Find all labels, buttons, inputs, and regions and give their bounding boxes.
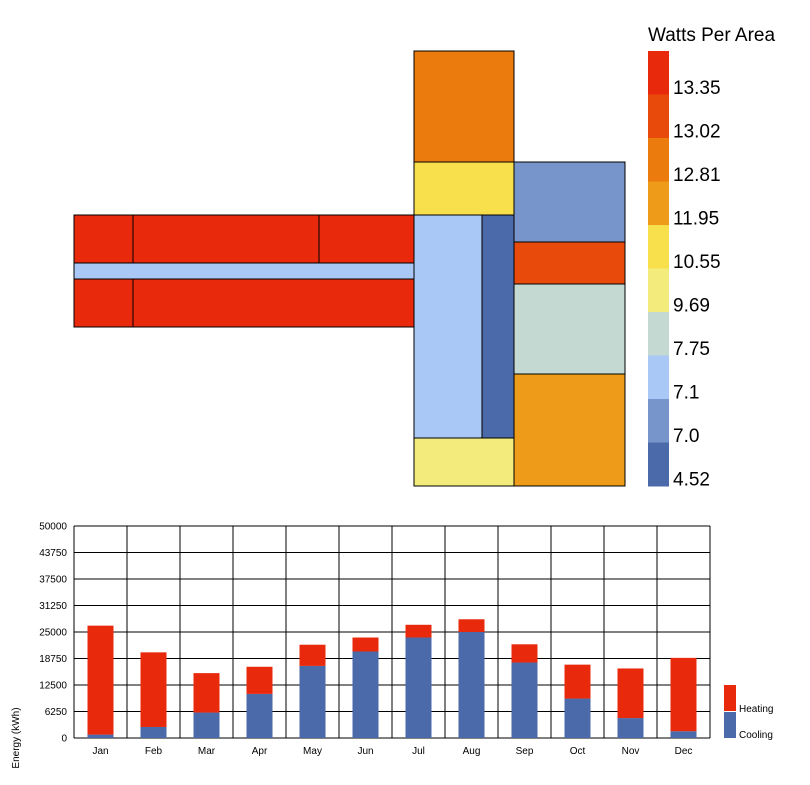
zone-east-3 (513, 283, 626, 375)
bar-cooling (193, 712, 220, 738)
x-tick-label: Sep (516, 746, 534, 757)
bar-cooling (299, 665, 326, 738)
legend-value: 13.02 (673, 122, 721, 143)
color-legend: 13.35 13.02 12.81 11.95 10.55 9.69 7.75 7.1 7.0 4… (648, 51, 721, 491)
legend-value: 9.69 (673, 296, 710, 317)
zone-north-wing (413, 50, 515, 163)
chart-bars (87, 619, 697, 738)
legend-swatch (648, 268, 669, 313)
legend-value: 12.81 (673, 165, 721, 186)
zone-west-south-2 (132, 278, 415, 328)
bar-cooling (352, 651, 379, 738)
legend-swatch (648, 442, 669, 487)
y-tick-label: 6250 (45, 707, 68, 718)
zone-east-2 (513, 241, 626, 285)
bar-heating (140, 652, 167, 727)
y-tick-label: 43750 (39, 548, 67, 559)
bar-heating (405, 624, 432, 638)
bar-heating (246, 666, 273, 694)
zone-center-east (481, 214, 515, 439)
legend-value: 10.55 (673, 252, 721, 273)
legend-label-cooling: Cooling (739, 730, 773, 741)
x-tick-label: Mar (198, 746, 216, 757)
x-tick-label: Feb (145, 746, 163, 757)
zone-center-south (413, 437, 515, 487)
chart-axis: 0 6250 12500 18750 25000 31250 37500 43750 50000… (39, 522, 692, 758)
bar-heating (87, 625, 114, 735)
legend-swatch-cooling (724, 712, 736, 738)
legend-swatch (648, 399, 669, 443)
bar-cooling (564, 698, 591, 738)
x-tick-label: May (303, 746, 322, 757)
legend-value: 13.35 (673, 78, 721, 99)
y-axis-label: Energy (kWh) (11, 707, 22, 768)
legend-swatch (648, 312, 669, 356)
x-tick-label: Jul (412, 746, 425, 757)
legend-value: 7.0 (673, 426, 699, 447)
floorplan-zones (73, 50, 626, 487)
bar-cooling (246, 693, 273, 738)
bar-heating (617, 668, 644, 719)
bar-cooling (405, 637, 432, 738)
x-tick-label: Dec (675, 746, 693, 757)
legend-value: 11.95 (673, 209, 719, 230)
bar-cooling (617, 718, 644, 738)
chart-grid (73, 525, 711, 739)
zone-east-4 (513, 373, 626, 487)
legend-swatch (648, 138, 669, 182)
legend-swatch (648, 181, 669, 226)
legend-swatch (648, 94, 669, 139)
bar-cooling (87, 734, 114, 738)
bar-cooling (458, 632, 485, 738)
x-tick-label: Oct (570, 746, 586, 757)
zone-west-south-1 (73, 278, 134, 328)
bar-heating (458, 619, 485, 632)
legend-value: 7.75 (673, 339, 710, 360)
bar-heating (564, 664, 591, 699)
legend-swatch (648, 225, 669, 269)
x-tick-label: Apr (252, 746, 268, 757)
y-tick-label: 31250 (39, 601, 67, 612)
legend-label-heating: Heating (739, 704, 773, 715)
bar-heating (670, 657, 697, 732)
bar-heating (352, 637, 379, 652)
legend-value: 4.52 (673, 470, 710, 491)
y-tick-label: 25000 (39, 628, 67, 639)
bar-heating (511, 644, 538, 663)
y-tick-label: 18750 (39, 654, 67, 665)
bar-cooling (140, 726, 167, 738)
monthly-energy-chart: 0 6250 12500 18750 25000 31250 37500 43750 50000… (11, 522, 773, 769)
bar-heating (299, 644, 326, 666)
zone-west-corridor (73, 262, 415, 280)
x-tick-label: Nov (622, 746, 640, 757)
x-tick-label: Jan (92, 746, 108, 757)
zone-west-north-3 (318, 214, 415, 264)
zone-west-north-2 (132, 214, 320, 264)
legend-value: 7.1 (673, 383, 699, 404)
legend-swatch (648, 51, 669, 95)
bar-cooling (511, 662, 538, 738)
y-tick-label: 37500 (39, 575, 67, 586)
bar-cooling (670, 731, 697, 738)
zone-east-1 (513, 161, 626, 243)
y-tick-label: 12500 (39, 681, 67, 692)
x-tick-label: Aug (463, 746, 481, 757)
x-tick-label: Jun (357, 746, 373, 757)
legend-swatch-heating (724, 685, 736, 711)
bar-heating (193, 673, 220, 713)
zone-west-north-1 (73, 214, 134, 264)
y-tick-label: 0 (61, 734, 67, 745)
y-tick-label: 50000 (39, 522, 67, 533)
chart-legend: Heating Cooling (724, 685, 773, 741)
floorplan-heatmap: Watts Per Area 13.35 13.02 12.81 11.95 10.55… (73, 25, 775, 491)
legend-title: Watts Per Area (648, 25, 775, 46)
zone-center-north (413, 161, 515, 216)
legend-swatch (648, 355, 669, 400)
zone-center-west (413, 214, 483, 439)
